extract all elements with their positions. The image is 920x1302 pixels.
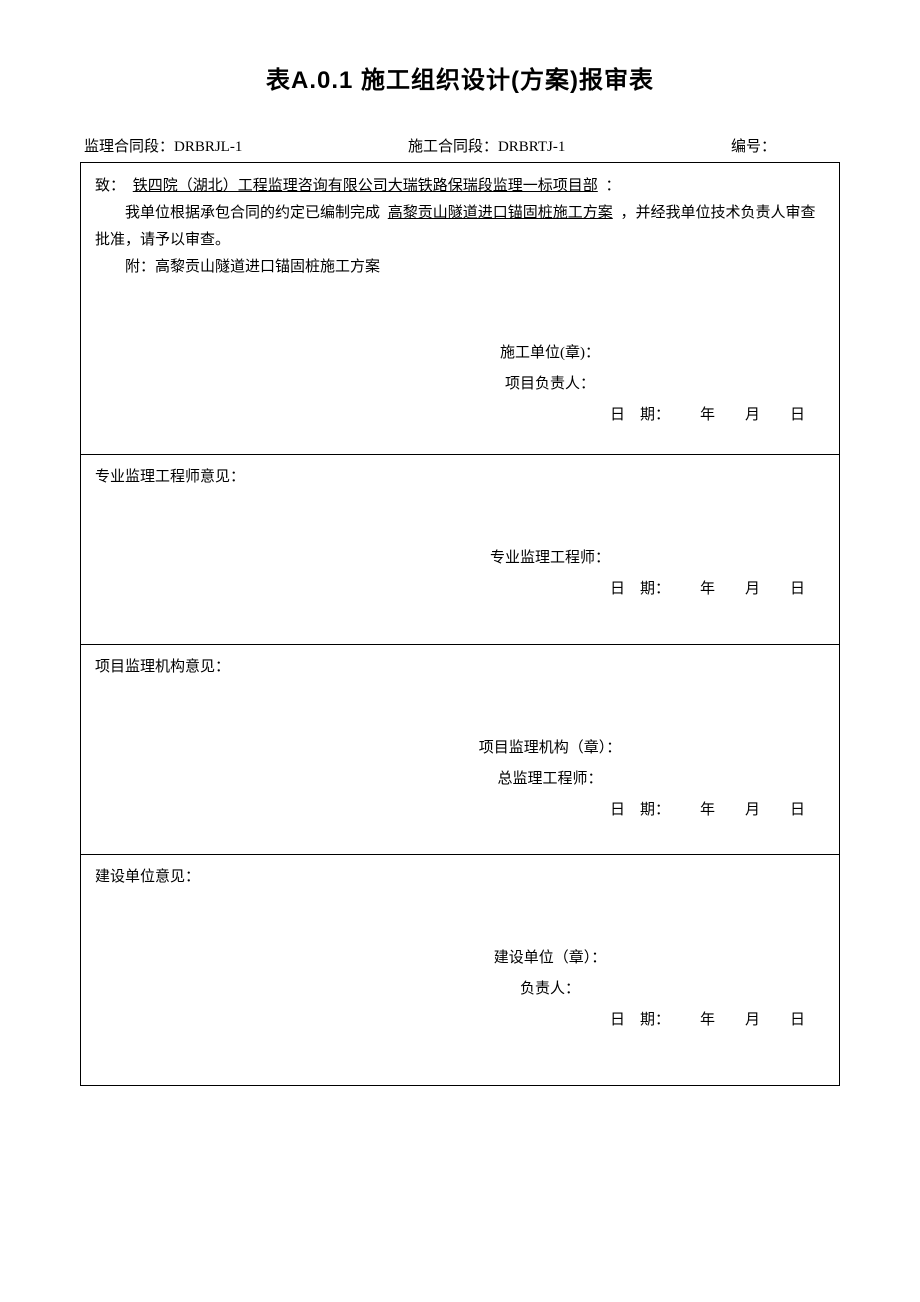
plan-name: 高黎贡山隧道进口锚固桩施工方案 — [384, 205, 617, 221]
owner-opinion-label: 建设单位意见： — [95, 865, 825, 886]
date-prefix: 日 期： — [610, 798, 670, 819]
day: 日 — [790, 1008, 805, 1029]
zhi-label: 致： — [95, 178, 125, 194]
supervision-section: 监理合同段：DRBRJL-1 — [84, 135, 242, 156]
year: 年 — [700, 577, 715, 598]
day: 日 — [790, 577, 805, 598]
construction-unit-seal: 施工单位(章)： — [95, 341, 825, 362]
supervisor-sig: 专业监理工程师： — [95, 546, 825, 567]
header-row: 监理合同段：DRBRJL-1 施工合同段：DRBRTJ-1 编号： — [80, 135, 840, 156]
recipient: 铁四院（湖北）工程监理咨询有限公司大瑞铁路保瑞段监理一标项目部 — [129, 178, 602, 194]
date-prefix: 日 期： — [610, 403, 670, 424]
number-label: 编号： — [731, 135, 836, 156]
org-opinion-section: 项目监理机构意见： 项目监理机构（章）： 总监理工程师： 日 期： 年 月 日 — [81, 645, 839, 855]
month: 月 — [745, 798, 760, 819]
date-prefix: 日 期： — [610, 1008, 670, 1029]
form-title: 表A.0.1 施工组织设计(方案)报审表 — [80, 60, 840, 95]
chief-supervisor: 总监理工程师： — [95, 767, 825, 788]
year: 年 — [700, 1008, 715, 1029]
date-line-1: 日 期： 年 月 日 — [95, 403, 825, 424]
to-line: 致： 铁四院（湖北）工程监理咨询有限公司大瑞铁路保瑞段监理一标项目部 ： — [95, 173, 825, 200]
date-prefix: 日 期： — [610, 577, 670, 598]
org-seal: 项目监理机构（章）： — [95, 736, 825, 757]
year: 年 — [700, 403, 715, 424]
body-text: 我单位根据承包合同的约定已编制完成 高黎贡山隧道进口锚固桩施工方案 ，并经我单位… — [95, 200, 825, 254]
date-line-2: 日 期： 年 月 日 — [95, 577, 825, 598]
colon: ： — [606, 178, 621, 194]
project-manager: 项目负责人： — [95, 372, 825, 393]
supervisor-opinion-section: 专业监理工程师意见： 专业监理工程师： 日 期： 年 月 日 — [81, 455, 839, 645]
year: 年 — [700, 798, 715, 819]
supervisor-opinion-label: 专业监理工程师意见： — [95, 465, 825, 486]
month: 月 — [745, 403, 760, 424]
attachment: 附：高黎贡山隧道进口锚固桩施工方案 — [95, 254, 825, 281]
sig-block-1: 施工单位(章)： 项目负责人： 日 期： 年 月 日 — [95, 341, 825, 424]
org-opinion-label: 项目监理机构意见： — [95, 655, 825, 676]
construction-section: 施工合同段：DRBRTJ-1 — [408, 135, 565, 156]
date-line-3: 日 期： 年 月 日 — [95, 798, 825, 819]
owner-opinion-section: 建设单位意见： 建设单位（章）： 负责人： 日 期： 年 月 日 — [81, 855, 839, 1085]
date-line-4: 日 期： 年 月 日 — [95, 1008, 825, 1029]
month: 月 — [745, 577, 760, 598]
month: 月 — [745, 1008, 760, 1029]
body-prefix: 我单位根据承包合同的约定已编制完成 — [125, 205, 380, 221]
day: 日 — [790, 403, 805, 424]
owner-seal: 建设单位（章）： — [95, 946, 825, 967]
to-section: 致： 铁四院（湖北）工程监理咨询有限公司大瑞铁路保瑞段监理一标项目部 ： 我单位… — [81, 163, 839, 455]
owner-manager: 负责人： — [95, 977, 825, 998]
day: 日 — [790, 798, 805, 819]
main-table: 致： 铁四院（湖北）工程监理咨询有限公司大瑞铁路保瑞段监理一标项目部 ： 我单位… — [80, 162, 840, 1086]
